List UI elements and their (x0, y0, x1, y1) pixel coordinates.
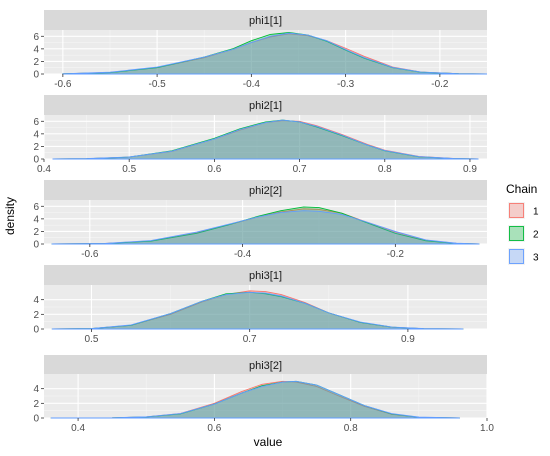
x-tick-label: -0.3 (337, 79, 355, 90)
x-tick-label: -0.5 (148, 79, 166, 90)
x-tick-label: 0.7 (293, 164, 307, 175)
facet-strip-label: phi2[1] (249, 100, 282, 112)
y-tick-label: 2 (33, 310, 39, 321)
density-area-chain-2 (51, 206, 480, 245)
legend-swatch-chain-2 (509, 226, 524, 241)
facet-panel: phi3[1] 0 2 4 0.5 0.7 0.9 (33, 265, 487, 345)
legend-item: 3 (508, 248, 539, 265)
legend-key-background (508, 225, 525, 242)
y-tick-label: 0 (33, 155, 39, 166)
x-tick-label: 0.5 (122, 164, 136, 175)
y-axis-title: density (3, 197, 17, 235)
y-tick-label: 4 (33, 129, 39, 140)
facet-strip-label: phi3[1] (249, 270, 282, 282)
x-tick-label: 0.4 (37, 164, 51, 175)
y-tick-label: 6 (33, 32, 39, 43)
legend-title: Chain (506, 182, 537, 196)
y-tick-label: 2 (33, 142, 39, 153)
y-tick-label: 0 (33, 414, 39, 425)
x-axis-title: value (254, 435, 283, 449)
facet-panel: phi2[2] 0 2 46 -0.6 -0.4 -0.2 (33, 180, 487, 260)
x-tick-label: -0.2 (431, 79, 449, 90)
facet-panel: phi2[1] 0 2 46 0.4 0.5 0.6 0.7 0.8 0.9 (33, 95, 487, 175)
density-area-chain-3 (51, 291, 464, 330)
x-tick-label: 0.4 (71, 423, 85, 434)
facet-panel: phi3[2] 0 2 4 0.4 0.6 0.8 1.0 (33, 355, 494, 434)
x-tick-label: -0.2 (387, 249, 405, 260)
x-tick-label: 0.6 (207, 423, 221, 434)
x-tick-label: -0.6 (81, 249, 99, 260)
density-area-chain-3 (50, 380, 460, 419)
density-area-chain-3 (51, 210, 480, 245)
y-tick-label: 0 (33, 240, 39, 251)
y-tick-label: 0 (33, 325, 39, 336)
y-tick-label: 4 (33, 214, 39, 225)
y-tick-label: 2 (33, 227, 39, 238)
y-tick-label: 4 (33, 384, 39, 395)
x-tick-label: 1.0 (480, 423, 494, 434)
y-tick-label: 6 (33, 117, 39, 128)
legend-label: 3 (533, 253, 539, 264)
facet-strip (44, 95, 487, 115)
y-tick-label: 0 (33, 70, 39, 81)
legend-label: 1 (533, 207, 539, 218)
legend-items: 1 2 3 (508, 202, 539, 265)
x-tick-label: 0.7 (243, 334, 257, 345)
legend-item: 1 (508, 202, 539, 219)
x-tick-label: 0.8 (378, 164, 392, 175)
panel-background (44, 30, 487, 74)
facet-strip (44, 355, 487, 374)
legend-swatch-chain-3 (509, 249, 524, 264)
y-tick-label: 4 (33, 295, 39, 306)
facet-strip (44, 265, 487, 285)
y-tick-label: 2 (33, 399, 39, 410)
x-tick-label: 0.5 (85, 334, 99, 345)
legend-key-background (508, 202, 525, 219)
x-tick-label: -0.4 (243, 79, 261, 90)
x-tick-label: 0.9 (463, 164, 477, 175)
legend: Chain 1 2 3 (506, 182, 539, 265)
x-tick-label: 0.8 (344, 423, 358, 434)
facet-strip-label: phi2[2] (249, 185, 282, 197)
legend-label: 2 (533, 230, 539, 241)
x-tick-label: 0.9 (401, 334, 415, 345)
facet-panel: phi1[1] 0 2 46 -0.6 -0.5 -0.4 -0.3 -0.2 (33, 10, 488, 90)
x-tick-label: -0.6 (54, 79, 72, 90)
facet-strip-label: phi3[2] (249, 360, 282, 372)
facet-strip-label: phi1[1] (249, 15, 282, 27)
facet-strip (44, 10, 487, 30)
legend-key-background (508, 248, 525, 265)
legend-item: 2 (508, 225, 539, 242)
y-tick-label: 2 (33, 57, 39, 68)
y-tick-label: 6 (33, 202, 39, 213)
x-tick-label: 0.6 (207, 164, 221, 175)
legend-swatch-chain-1 (509, 203, 524, 218)
density-area-chain-3 (52, 119, 479, 160)
density-area-chain-3 (62, 32, 488, 75)
x-tick-label: -0.4 (234, 249, 252, 260)
y-tick-label: 4 (33, 44, 39, 55)
facet-strip (44, 180, 487, 200)
